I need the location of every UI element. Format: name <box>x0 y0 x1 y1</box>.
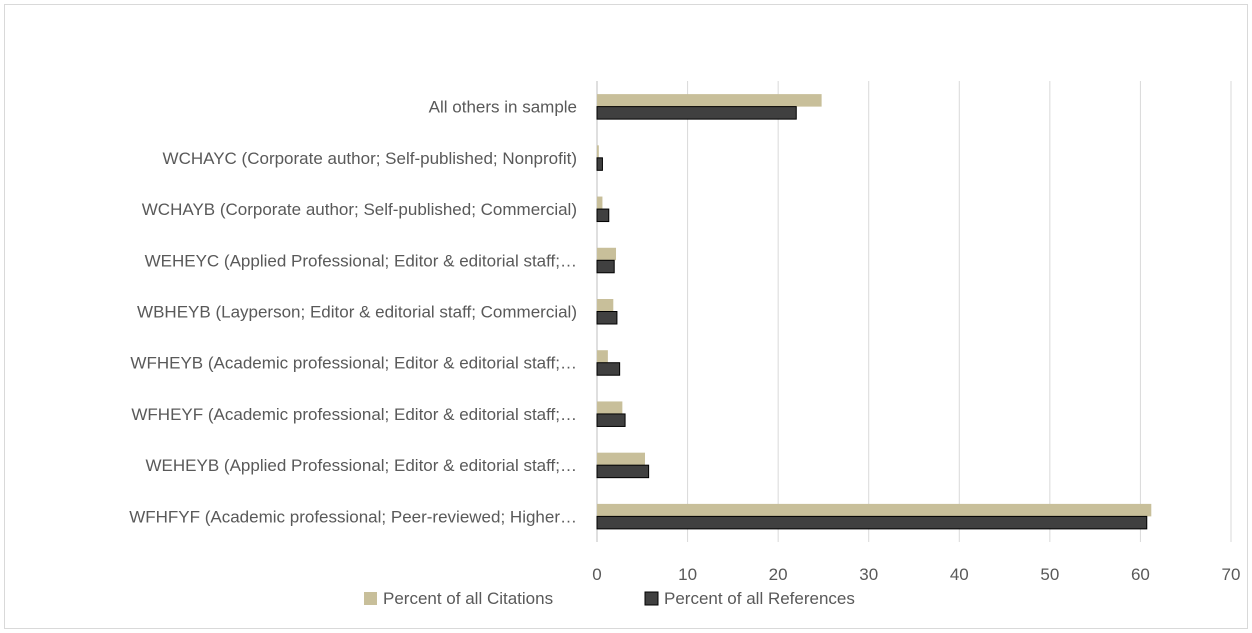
bar <box>597 247 617 261</box>
bar <box>596 413 626 427</box>
category-label: WFHFYF (Academic professional; Peer-revi… <box>129 507 577 526</box>
bar <box>597 401 623 414</box>
bars <box>596 94 1152 530</box>
bar <box>597 452 646 466</box>
gridlines <box>596 81 1232 542</box>
legend-swatch <box>364 592 377 605</box>
bar <box>596 157 603 171</box>
bar <box>596 464 650 479</box>
bar <box>597 503 1152 517</box>
category-labels: All others in sample WCHAYC (Corporate au… <box>129 98 577 527</box>
category-label: WCHAYB (Corporate author; Self-published… <box>142 200 577 219</box>
x-tick-label: 60 <box>1131 565 1150 584</box>
bar <box>596 106 797 120</box>
bar <box>597 350 608 363</box>
legend-swatch <box>644 591 659 606</box>
x-tick-label: 0 <box>592 565 601 584</box>
category-label: WEHEYB (Applied Professional; Editor & e… <box>146 456 577 475</box>
bar <box>597 94 822 107</box>
x-tick-label: 70 <box>1222 565 1241 584</box>
bar <box>596 208 610 223</box>
bar <box>597 145 599 158</box>
x-axis-ticks: 0 10 20 30 40 50 60 70 <box>592 565 1240 584</box>
x-tick-label: 30 <box>859 565 878 584</box>
legend: Percent of all Citations Percent of all R… <box>364 589 855 608</box>
x-tick-label: 10 <box>678 565 697 584</box>
bar-chart: All others in sample WCHAYC (Corporate au… <box>129 81 1240 608</box>
legend-label: Percent of all References <box>664 589 855 608</box>
bar <box>596 259 615 274</box>
category-label: WFHEYB (Academic professional; Editor & … <box>130 354 577 373</box>
category-label: All others in sample <box>429 98 577 117</box>
bar <box>597 299 614 312</box>
category-label: WFHEYF (Academic professional; Editor & … <box>131 405 577 424</box>
x-tick-label: 50 <box>1040 565 1059 584</box>
chart-frame: All others in sample WCHAYC (Corporate au… <box>4 4 1248 629</box>
bar <box>597 196 603 210</box>
bar <box>596 311 618 325</box>
bar <box>596 362 621 376</box>
x-tick-label: 40 <box>950 565 969 584</box>
category-label: WEHEYC (Applied Professional; Editor & e… <box>145 251 577 270</box>
legend-label: Percent of all Citations <box>383 589 553 608</box>
x-tick-label: 20 <box>769 565 788 584</box>
category-label: WBHEYB (Layperson; Editor & editorial st… <box>137 303 577 322</box>
category-label: WCHAYC (Corporate author; Self-published… <box>163 149 577 168</box>
bar <box>596 515 1148 530</box>
